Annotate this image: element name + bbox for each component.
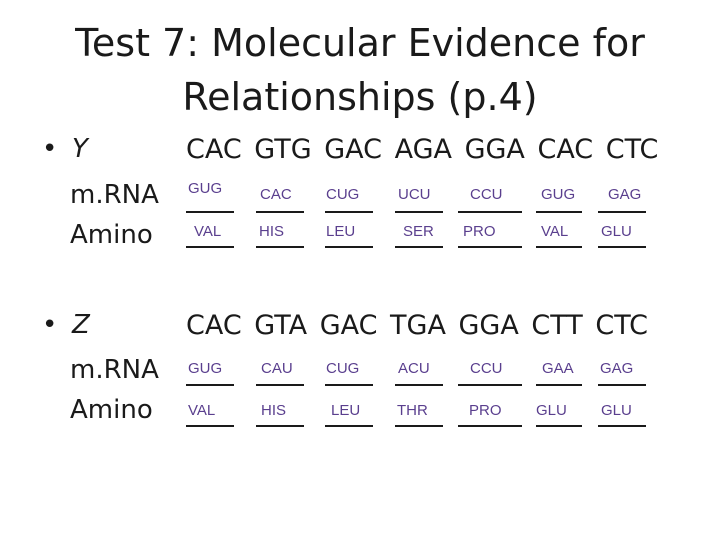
mrna-codon: GUG <box>541 186 576 203</box>
amino-acid: GLU <box>601 223 632 240</box>
mrna-codon: CUG <box>326 186 360 203</box>
mrna-codon: CUG <box>326 360 360 377</box>
answer-line <box>395 384 443 386</box>
mrna-codon: GAA <box>542 360 574 377</box>
answer-line <box>186 246 234 248</box>
amino-acid: PRO <box>463 223 496 240</box>
amino-acid: HIS <box>261 402 287 419</box>
mrna-codon: CAU <box>261 360 293 377</box>
answer-line <box>458 425 522 427</box>
species-label-z: Z <box>72 310 90 340</box>
mrna-codon: GAG <box>600 360 634 377</box>
amino-acid: GLU <box>601 402 632 419</box>
mrna-codon: GUG <box>188 360 223 377</box>
answer-line <box>256 246 304 248</box>
answer-line <box>536 211 582 213</box>
mrna-codon: GAG <box>608 186 642 203</box>
amino-acid: VAL <box>194 223 222 240</box>
amino-acid: THR <box>397 402 428 419</box>
answer-line <box>598 211 646 213</box>
mrna-label-z: m.RNA <box>70 355 159 385</box>
amino-acid: SER <box>403 223 434 240</box>
answer-line <box>395 211 443 213</box>
answer-line <box>325 425 373 427</box>
answer-line <box>536 425 582 427</box>
amino-acid: PRO <box>469 402 502 419</box>
answer-line <box>395 246 443 248</box>
dna-sequence-z: CAC GTA GAC TGA GGA CTT CTC <box>186 310 648 341</box>
amino-acid: LEU <box>326 223 356 240</box>
answer-line <box>536 246 582 248</box>
answer-line <box>598 425 646 427</box>
amino-acid: HIS <box>259 223 285 240</box>
answer-line <box>598 246 646 248</box>
mrna-codon: GUG <box>188 180 223 197</box>
bullet-y: • <box>42 134 58 164</box>
answer-line <box>458 246 522 248</box>
answer-line <box>395 425 443 427</box>
bullet-z: • <box>42 310 58 340</box>
answer-line <box>458 384 522 386</box>
dna-sequence-y: CAC GTG GAC AGA GGA CAC CTC <box>186 134 659 165</box>
mrna-codon: ACU <box>398 360 430 377</box>
mrna-codon: CCU <box>470 186 503 203</box>
answer-line <box>325 246 373 248</box>
amino-acid: GLU <box>536 402 567 419</box>
mrna-codon: CAC <box>260 186 292 203</box>
amino-label-z: Amino <box>70 395 153 425</box>
answer-line <box>325 384 373 386</box>
answer-line <box>256 211 304 213</box>
answer-line <box>536 384 582 386</box>
mrna-codon: CCU <box>470 360 503 377</box>
amino-acid: VAL <box>188 402 216 419</box>
answer-line <box>256 384 304 386</box>
amino-acid: LEU <box>331 402 361 419</box>
amino-label-y: Amino <box>70 220 153 250</box>
mrna-codon: UCU <box>398 186 431 203</box>
answer-line <box>458 211 522 213</box>
slide-title-line1: Test 7: Molecular Evidence for <box>75 21 645 65</box>
answer-line <box>598 384 646 386</box>
mrna-label-y: m.RNA <box>70 180 159 210</box>
amino-acid: VAL <box>541 223 569 240</box>
slide-title-line2: Relationships (p.4) <box>182 75 538 119</box>
answer-line <box>325 211 373 213</box>
species-label-y: Y <box>72 134 88 164</box>
answer-line <box>186 384 234 386</box>
answer-line <box>186 211 234 213</box>
answer-line <box>256 425 304 427</box>
answer-line <box>186 425 234 427</box>
